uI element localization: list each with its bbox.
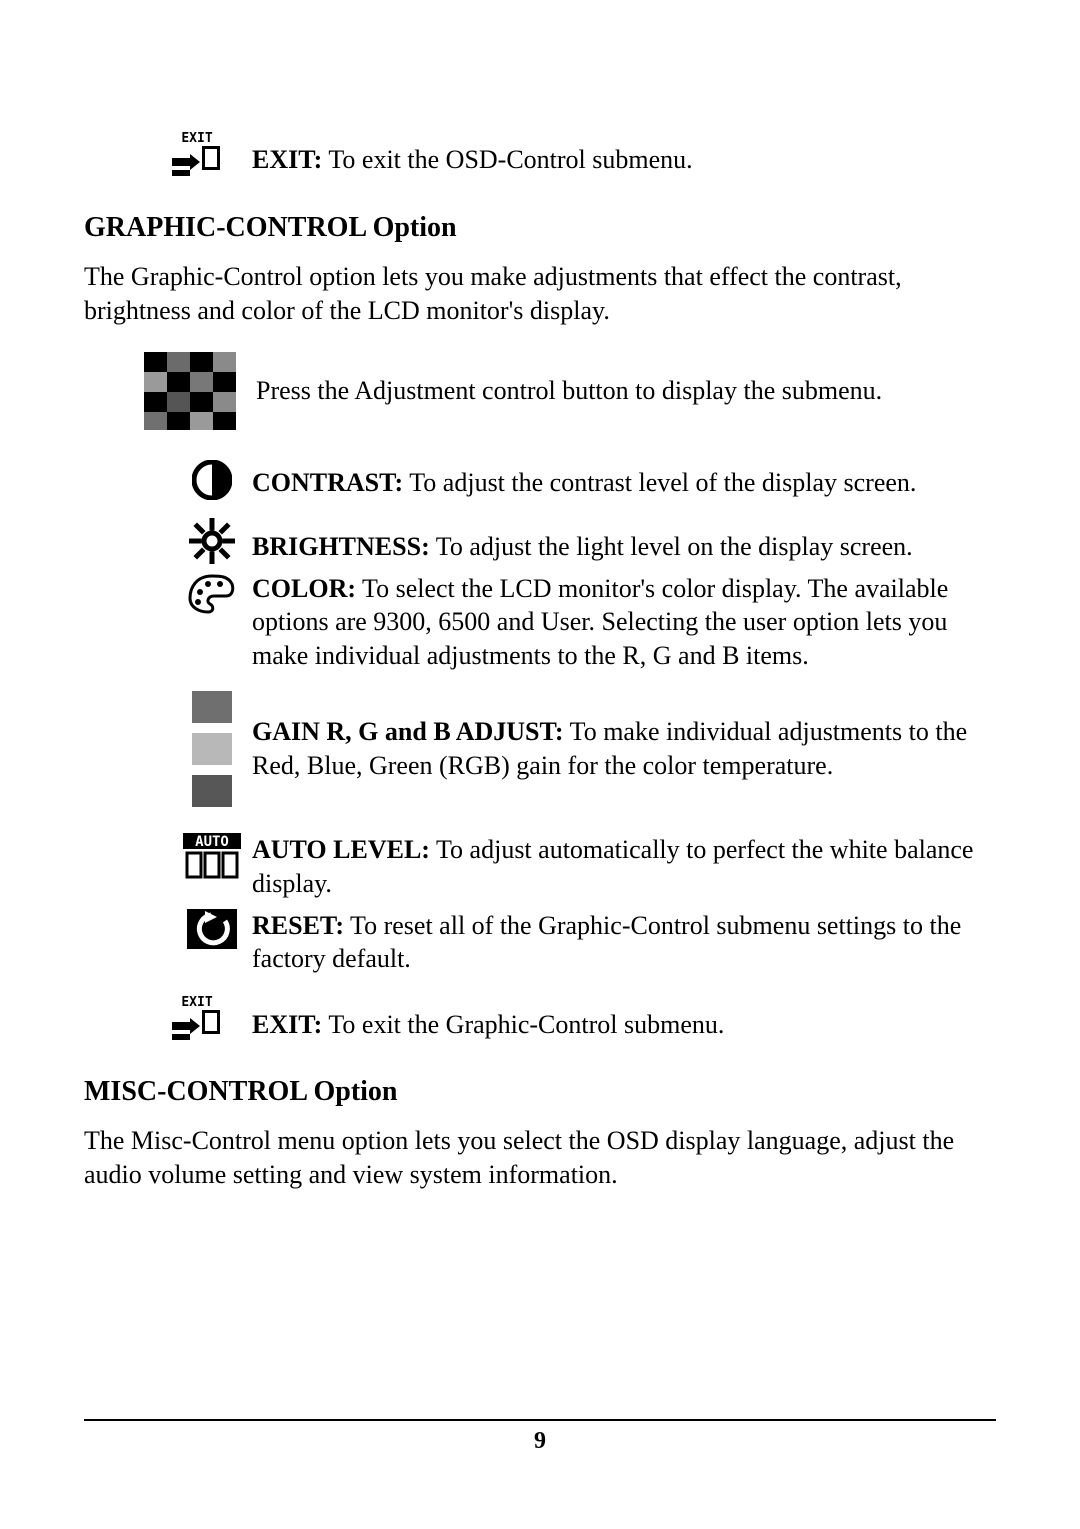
reset-desc: To reset all of the Graphic-Control subm…: [252, 911, 961, 974]
contrast-label: CONTRAST:: [252, 468, 403, 497]
misc-control-intro: The Misc-Control menu option lets you se…: [84, 1124, 996, 1192]
auto-label: AUTO LEVEL:: [252, 835, 430, 864]
graphic-checker-desc: Press the Adjustment control button to d…: [256, 374, 996, 408]
gain-rgb-row: GAIN R, G and B ADJUST: To make individu…: [172, 691, 996, 807]
footer-rule: [84, 1419, 996, 1421]
graphic-checker-row: Press the Adjustment control button to d…: [124, 352, 996, 430]
brightness-label: BRIGHTNESS:: [252, 532, 430, 561]
color-label: COLOR:: [252, 574, 356, 603]
exit-osd-text: EXIT: To exit the OSD-Control submenu.: [252, 144, 693, 179]
exit-osd-desc: To exit the OSD-Control submenu.: [328, 145, 692, 174]
color-desc: To select the LCD monitor's color displa…: [252, 574, 948, 671]
contrast-icon: [192, 460, 232, 500]
color-palette-icon: [186, 572, 238, 616]
graphic-control-heading: GRAPHIC-CONTROL Option: [84, 212, 996, 244]
rgb-swatch-b: [192, 775, 232, 807]
contrast-desc: To adjust the contrast level of the disp…: [409, 468, 916, 497]
exit-graphic-label: EXIT:: [252, 1010, 322, 1039]
gain-label: GAIN R, G and B ADJUST:: [252, 717, 564, 746]
manual-page: EXIT EXIT: To exit the OSD-Control subme…: [0, 0, 1080, 1529]
auto-icon-label: AUTO: [195, 834, 229, 850]
graphic-control-intro: The Graphic-Control option lets you make…: [84, 260, 996, 328]
brightness-row: BRIGHTNESS: To adjust the light level on…: [172, 518, 996, 564]
exit-icon: EXIT: [172, 130, 222, 178]
rgb-swatch-r: [192, 691, 232, 723]
page-number: 9: [0, 1428, 1080, 1455]
exit-graphic-row: EXIT EXIT: To exit the Graphic-Control s…: [172, 994, 996, 1042]
brightness-desc: To adjust the light level on the display…: [436, 532, 913, 561]
contrast-row: CONTRAST: To adjust the contrast level o…: [172, 460, 996, 500]
brightness-icon: [189, 518, 235, 564]
reset-label: RESET:: [252, 911, 344, 940]
color-row: COLOR: To select the LCD monitor's color…: [172, 572, 996, 673]
auto-level-icon: AUTO: [183, 833, 241, 879]
exit-osd-label: EXIT:: [252, 145, 322, 174]
reset-row: RESET: To reset all of the Graphic-Contr…: [172, 909, 996, 977]
exit-icon: EXIT: [172, 994, 222, 1042]
rgb-swatch-g: [192, 733, 232, 765]
exit-osd-row: EXIT EXIT: To exit the OSD-Control subme…: [172, 130, 996, 178]
auto-level-row: AUTO AUTO LEVEL: To adjust automatically…: [172, 833, 996, 901]
reset-icon: [187, 909, 237, 949]
exit-graphic-desc: To exit the Graphic-Control submenu.: [328, 1010, 724, 1039]
exit-icon-label: EXIT: [181, 131, 212, 146]
misc-control-heading: MISC-CONTROL Option: [84, 1076, 996, 1108]
exit-icon-label: EXIT: [181, 995, 212, 1010]
rgb-swatches-icon: [192, 691, 232, 807]
checkerboard-icon: [144, 352, 236, 430]
